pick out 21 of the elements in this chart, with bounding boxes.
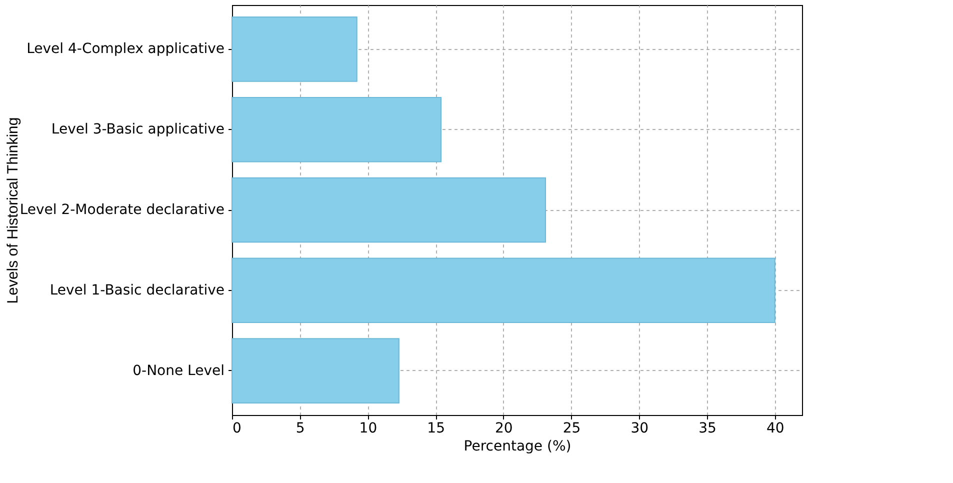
y-tick-label: 0-None Level <box>132 362 224 379</box>
bar <box>232 177 546 243</box>
x-tick-label: 15 <box>427 420 445 436</box>
x-tick-label: 10 <box>359 420 378 436</box>
x-tick-label: 40 <box>766 420 784 436</box>
x-tick-label: 5 <box>296 420 305 436</box>
bar <box>232 338 400 404</box>
x-tick-label: 25 <box>562 420 581 436</box>
y-axis-title: Levels of Historical Thinking <box>4 117 22 304</box>
x-tick-label: 30 <box>630 420 649 436</box>
y-tick-label: Level 1-Basic declarative <box>50 282 224 298</box>
bar <box>232 16 358 82</box>
x-tick-label: 0 <box>232 420 242 436</box>
x-tick-label: 35 <box>698 420 716 436</box>
bar <box>232 258 776 324</box>
y-tick-label: Level 3-Basic applicative <box>51 122 224 138</box>
x-tick-label: 20 <box>495 420 513 436</box>
bar <box>232 96 442 162</box>
y-tick-label: Level 4-Complex applicative <box>26 41 224 58</box>
y-tick-label: Level 2-Moderate declarative <box>20 202 224 218</box>
x-axis-title: Percentage (%) <box>464 438 572 454</box>
